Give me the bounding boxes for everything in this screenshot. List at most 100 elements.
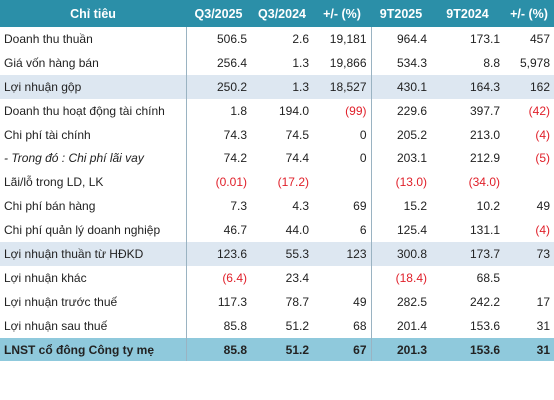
cell-ytd-change [504,266,554,290]
cell-ytd-2024: 173.1 [469,31,500,46]
row-label: Lợi nhuận gộp [0,74,187,99]
cell-ytd-2024: 153.6 [431,337,504,362]
cell-ytd-2025: 534.3 [396,55,427,70]
table-row: Lãi/lỗ trong LD, LK (0.01) (17.2) (13.0) (34… [0,170,554,195]
cell-ytd-change [504,170,554,194]
cell-q-change [313,265,372,290]
cell-q3-2024: 2.6 [292,31,309,46]
cell-q3-2025: 256.4 [216,55,247,70]
cell-q3-2024: 23.4 [285,270,309,285]
cell-ytd-2025: (18.4) [395,270,427,285]
cell-q-change: 69 [313,194,372,219]
cell-q3-2024: 1.3 [292,55,309,70]
cell-q-change: 49 [313,289,372,314]
cell-ytd-2025: 229.6 [396,103,427,118]
cell-q3-2025: 506.5 [216,31,247,46]
row-label: Lợi nhuận sau thuế [0,313,187,338]
header-9t2024: 9T2024 [431,0,504,27]
row-label: Lợi nhuận trước thuế [0,289,187,314]
cell-ytd-change: 5,978 [519,55,550,70]
cell-q3-2025: 7.3 [230,199,247,214]
cell-q3-2024: 51.2 [251,337,313,362]
cell-ytd-2025: 964.4 [396,31,427,46]
cell-q3-2024: 4.3 [292,199,309,214]
cell-q-change: 0 [313,146,372,171]
table-row: Chi phí bán hàng 7.3 4.3 69 15.2 10.2 49 [0,194,554,219]
cell-ytd-change: 457 [529,31,550,46]
cell-ytd-2024: 173.7 [431,242,504,266]
cell-ytd-2025: 205.2 [396,127,427,142]
table-row: Chi phí tài chính 74.3 74.5 0 205.2 213.0 (4) [0,122,554,147]
cell-ytd-change: (4) [535,223,550,238]
cell-q-change: 19,866 [313,50,372,75]
cell-q3-2024: 51.2 [285,318,309,333]
row-label: Lợi nhuận khác [0,265,187,290]
cell-ytd-2024: 10.2 [476,199,500,214]
cell-q3-2025: (6.4) [222,270,247,285]
table-row: Lợi nhuận trước thuế 117.3 78.7 49 282.5 242.… [0,289,554,314]
cell-ytd-change: 17 [536,294,550,309]
table-row: Lợi nhuận khác (6.4) 23.4 (18.4) 68.5 [0,265,554,290]
cell-ytd-2024: 164.3 [431,74,504,99]
table-row: Lợi nhuận sau thuế 85.8 51.2 68 201.4 153.6 31 [0,313,554,338]
cell-ytd-2024: 397.7 [469,103,500,118]
cell-ytd-2024: 8.8 [483,55,500,70]
cell-ytd-2024: 213.0 [469,127,500,142]
cell-q3-2024: 194.0 [278,103,309,118]
header-label: Chỉ tiêu [0,0,186,27]
cell-ytd-2024: 242.2 [469,294,500,309]
table-row: Lợi nhuận thuần từ HĐKD 123.6 55.3 123 300.8… [0,242,554,266]
cell-ytd-2025: (13.0) [395,175,427,190]
cell-ytd-2024: (34.0) [468,175,500,190]
table-header-row: Chỉ tiêu Q3/2025 Q3/2024 +/- (%) 9T2025 … [0,0,554,27]
header-q3-2025: Q3/2025 [186,0,251,27]
row-label: Doanh thu thuần [0,27,187,51]
cell-ytd-change: 49 [536,199,550,214]
cell-ytd-change: (4) [535,127,550,142]
cell-q3-2025: 1.8 [230,103,247,118]
cell-q3-2025: 85.8 [186,337,251,362]
cell-ytd-change: 31 [504,337,554,362]
cell-q3-2025: 74.2 [223,151,247,166]
financial-results-table: Chỉ tiêu Q3/2025 Q3/2024 +/- (%) 9T2025 … [0,0,554,362]
cell-q-change: 6 [313,218,372,243]
cell-ytd-2025: 15.2 [403,199,427,214]
cell-q3-2024: 55.3 [251,242,313,266]
cell-q-change: 123 [313,242,372,266]
cell-q-change: 67 [313,337,372,362]
cell-q3-2025: 117.3 [217,294,247,309]
row-label: Doanh thu hoạt động tài chính [0,98,187,123]
cell-ytd-2025: 300.8 [371,242,431,266]
table-row: Doanh thu thuần 506.5 2.6 19,181 964.4 173.1 4… [0,27,554,51]
row-label: - Trong đó : Chi phí lãi vay [0,146,187,171]
cell-q-change: 68 [313,313,372,338]
cell-ytd-2025: 430.1 [371,74,431,99]
header-9t2025: 9T2025 [371,0,431,27]
cell-ytd-2025: 201.3 [371,337,431,362]
cell-q-change: 0 [313,122,372,147]
cell-ytd-2024: 68.5 [476,270,500,285]
cell-q3-2025: 250.2 [186,74,251,99]
table-row: Chi phí quản lý doanh nghiệp 46.7 44.0 6 125… [0,218,554,243]
cell-ytd-2025: 203.1 [396,151,427,166]
cell-q3-2024: 74.5 [285,127,309,142]
table-row: Lợi nhuận gộp 250.2 1.3 18,527 430.1 164.3 162 [0,74,554,99]
cell-q3-2025: 123.6 [186,242,251,266]
cell-ytd-2025: 201.4 [396,318,427,333]
cell-ytd-change: 162 [504,74,554,99]
cell-q3-2024: 44.0 [285,223,309,238]
table-row: LNST cổ đông Công ty mẹ 85.8 51.2 67 201.3 15… [0,337,554,362]
cell-q-change: 18,527 [313,74,372,99]
cell-ytd-2024: 212.9 [469,151,500,166]
table-row: - Trong đó : Chi phí lãi vay 74.2 74.4 0 203… [0,146,554,171]
table-row: Giá vốn hàng bán 256.4 1.3 19,866 534.3 8.8 5,… [0,50,554,75]
cell-q3-2025: 74.3 [223,127,247,142]
header-ytd-change: +/- (%) [504,0,554,27]
row-label: Giá vốn hàng bán [0,50,187,75]
cell-ytd-2024: 131.1 [469,223,500,238]
table-row: Doanh thu hoạt động tài chính 1.8 194.0 (99… [0,98,554,123]
header-q3-2024: Q3/2024 [251,0,313,27]
cell-q3-2025: (0.01) [215,175,247,190]
cell-q3-2024: 1.3 [251,74,313,99]
cell-ytd-2024: 153.6 [469,318,500,333]
